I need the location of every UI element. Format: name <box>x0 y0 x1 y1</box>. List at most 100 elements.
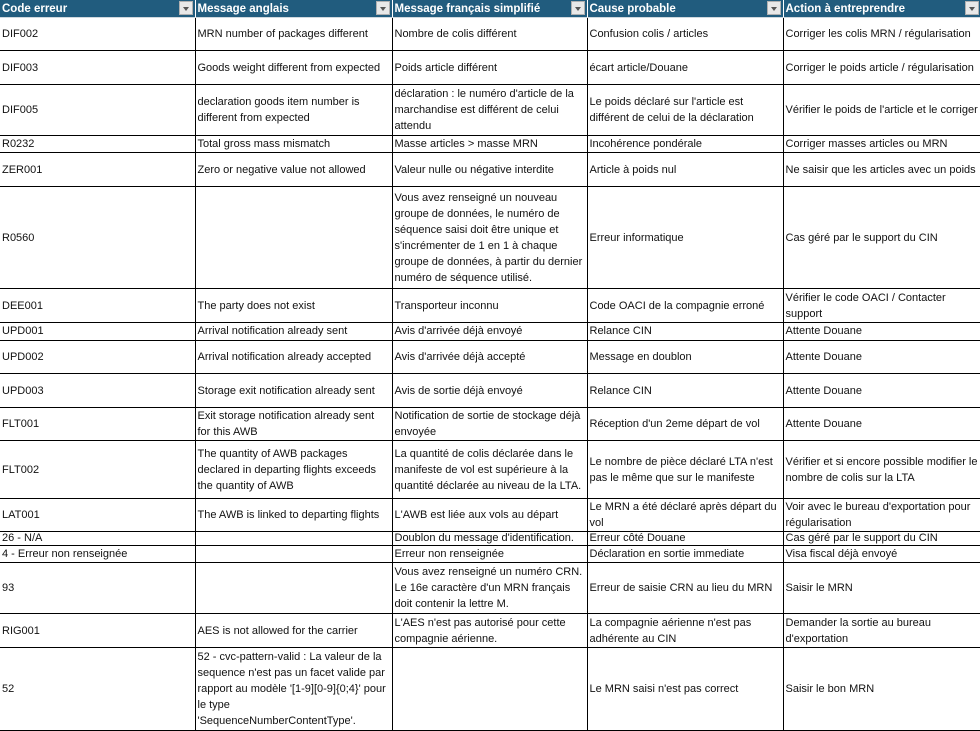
cell-english[interactable]: Storage exit notification already sent <box>194 373 393 408</box>
cell-action[interactable]: Vérifier le code OACI / Contacter suppor… <box>782 288 980 323</box>
cell-action[interactable]: Attente Douane <box>782 340 980 374</box>
cell-french[interactable] <box>391 647 588 731</box>
cell-code[interactable]: FLT002 <box>0 440 196 499</box>
cell-cause[interactable]: Le MRN a été déclaré après départ du vol <box>586 498 784 532</box>
cell-cause[interactable]: Incohérence pondérale <box>586 135 784 153</box>
cell-code[interactable]: DIF005 <box>0 84 196 136</box>
cell-cause[interactable]: écart article/Douane <box>586 50 784 85</box>
cell-french[interactable]: Valeur nulle ou négative interdite <box>391 152 588 187</box>
cell-code[interactable]: DEE001 <box>0 288 196 323</box>
cell-action[interactable]: Demander la sortie au bureau d'exportati… <box>782 613 980 648</box>
cell-english[interactable]: MRN number of packages different <box>194 17 393 51</box>
cell-cause[interactable]: Message en doublon <box>586 340 784 374</box>
column-header-cause[interactable]: Cause probable <box>587 0 784 18</box>
cell-french[interactable]: déclaration : le numéro d'article de la … <box>391 84 588 136</box>
cell-action[interactable]: Vérifier le poids de l'article et le cor… <box>782 84 980 136</box>
column-header-action[interactable]: Action à entreprendre <box>783 0 980 18</box>
cell-french[interactable]: Vous avez renseigné un numéro CRN. Le 16… <box>391 562 588 614</box>
cell-english[interactable]: Goods weight different from expected <box>194 50 393 85</box>
cell-code[interactable]: R0560 <box>0 186 196 289</box>
cell-french[interactable]: L'AWB est liée aux vols au départ <box>391 498 588 532</box>
cell-action[interactable]: Cas géré par le support du CIN <box>782 186 980 289</box>
cell-cause[interactable]: Relance CIN <box>586 373 784 408</box>
cell-french[interactable]: L'AES n'est pas autorisé pour cette comp… <box>391 613 588 648</box>
cell-action[interactable]: Attente Douane <box>782 373 980 408</box>
cell-cause[interactable]: Réception d'un 2eme départ de vol <box>586 407 784 441</box>
cell-action[interactable]: Ne saisir que les articles avec un poids <box>782 152 980 187</box>
cell-english[interactable]: Arrival notification already accepted <box>194 340 393 374</box>
cell-english[interactable]: The AWB is linked to departing flights <box>194 498 393 532</box>
cell-french[interactable]: Nombre de colis différent <box>391 17 588 51</box>
cell-action[interactable]: Saisir le bon MRN <box>782 647 980 731</box>
cell-english[interactable]: The party does not exist <box>194 288 393 323</box>
cell-english[interactable]: 52 - cvc-pattern-valid : La valeur de la… <box>194 647 393 731</box>
cell-english[interactable] <box>194 531 393 546</box>
cell-action[interactable]: Visa fiscal déjà envoyé <box>782 545 980 563</box>
cell-cause[interactable]: Erreur côté Douane <box>586 531 784 546</box>
cell-french[interactable]: Vous avez renseigné un nouveau groupe de… <box>391 186 588 289</box>
filter-dropdown-icon[interactable] <box>570 1 585 15</box>
cell-action[interactable]: Attente Douane <box>782 407 980 441</box>
cell-cause[interactable]: Confusion colis / articles <box>586 17 784 51</box>
cell-french[interactable]: Avis de sortie déjà envoyé <box>391 373 588 408</box>
filter-dropdown-icon[interactable] <box>178 1 193 15</box>
cell-cause[interactable]: Erreur de saisie CRN au lieu du MRN <box>586 562 784 614</box>
column-header-english[interactable]: Message anglais <box>195 0 393 18</box>
filter-dropdown-icon[interactable] <box>375 1 390 15</box>
cell-code[interactable]: UPD001 <box>0 322 196 341</box>
cell-action[interactable]: Corriger masses articles ou MRN <box>782 135 980 153</box>
cell-french[interactable]: Notification de sortie de stockage déjà … <box>391 407 588 441</box>
cell-cause[interactable]: La compagnie aérienne n'est pas adhérent… <box>586 613 784 648</box>
cell-code[interactable]: UPD002 <box>0 340 196 374</box>
column-header-code[interactable]: Code erreur <box>0 0 196 18</box>
cell-code[interactable]: 26 - N/A <box>0 531 196 546</box>
cell-code[interactable]: 93 <box>0 562 196 614</box>
cell-english[interactable] <box>194 562 393 614</box>
cell-french[interactable]: Transporteur inconnu <box>391 288 588 323</box>
cell-code[interactable]: DIF003 <box>0 50 196 85</box>
cell-action[interactable]: Corriger le poids article / régularisati… <box>782 50 980 85</box>
cell-french[interactable]: La quantité de colis déclarée dans le ma… <box>391 440 588 499</box>
cell-code[interactable]: R0232 <box>0 135 196 153</box>
cell-french[interactable]: Erreur non renseignée <box>391 545 588 563</box>
cell-cause[interactable]: Erreur informatique <box>586 186 784 289</box>
cell-code[interactable]: 4 - Erreur non renseignée <box>0 545 196 563</box>
cell-action[interactable]: Attente Douane <box>782 322 980 341</box>
cell-cause[interactable]: Déclaration en sortie immediate <box>586 545 784 563</box>
cell-english[interactable]: Exit storage notification already sent f… <box>194 407 393 441</box>
cell-french[interactable]: Masse articles > masse MRN <box>391 135 588 153</box>
cell-cause[interactable]: Relance CIN <box>586 322 784 341</box>
cell-action[interactable]: Cas géré par le support du CIN <box>782 531 980 546</box>
cell-english[interactable]: Total gross mass mismatch <box>194 135 393 153</box>
cell-code[interactable]: RIG001 <box>0 613 196 648</box>
cell-code[interactable]: DIF002 <box>0 17 196 51</box>
cell-code[interactable]: ZER001 <box>0 152 196 187</box>
cell-cause[interactable]: Le poids déclaré sur l'article est diffé… <box>586 84 784 136</box>
cell-cause[interactable]: Le MRN saisi n'est pas correct <box>586 647 784 731</box>
cell-english[interactable]: declaration goods item number is differe… <box>194 84 393 136</box>
cell-action[interactable]: Vérifier et si encore possible modifier … <box>782 440 980 499</box>
cell-english[interactable]: Arrival notification already sent <box>194 322 393 341</box>
cell-english[interactable]: The quantity of AWB packages declared in… <box>194 440 393 499</box>
cell-action[interactable]: Voir avec le bureau d'exportation pour r… <box>782 498 980 532</box>
cell-cause[interactable]: Article à poids nul <box>586 152 784 187</box>
cell-cause[interactable]: Le nombre de pièce déclaré LTA n'est pas… <box>586 440 784 499</box>
cell-code[interactable]: UPD003 <box>0 373 196 408</box>
cell-action[interactable]: Saisir le MRN <box>782 562 980 614</box>
cell-code[interactable]: FLT001 <box>0 407 196 441</box>
cell-code[interactable]: 52 <box>0 647 196 731</box>
cell-french[interactable]: Poids article différent <box>391 50 588 85</box>
filter-dropdown-icon[interactable] <box>766 1 781 15</box>
column-header-french[interactable]: Message français simplifié <box>392 0 588 18</box>
cell-code[interactable]: LAT001 <box>0 498 196 532</box>
cell-english[interactable] <box>194 186 393 289</box>
cell-cause[interactable]: Code OACI de la compagnie erroné <box>586 288 784 323</box>
cell-french[interactable]: Doublon du message d'identification. <box>391 531 588 546</box>
cell-action[interactable]: Corriger les colis MRN / régularisation <box>782 17 980 51</box>
filter-dropdown-icon[interactable] <box>964 1 979 15</box>
cell-french[interactable]: Avis d'arrivée déjà accepté <box>391 340 588 374</box>
cell-english[interactable]: Zero or negative value not allowed <box>194 152 393 187</box>
cell-french[interactable]: Avis d'arrivée déjà envoyé <box>391 322 588 341</box>
cell-english[interactable]: AES is not allowed for the carrier <box>194 613 393 648</box>
cell-english[interactable] <box>194 545 393 563</box>
